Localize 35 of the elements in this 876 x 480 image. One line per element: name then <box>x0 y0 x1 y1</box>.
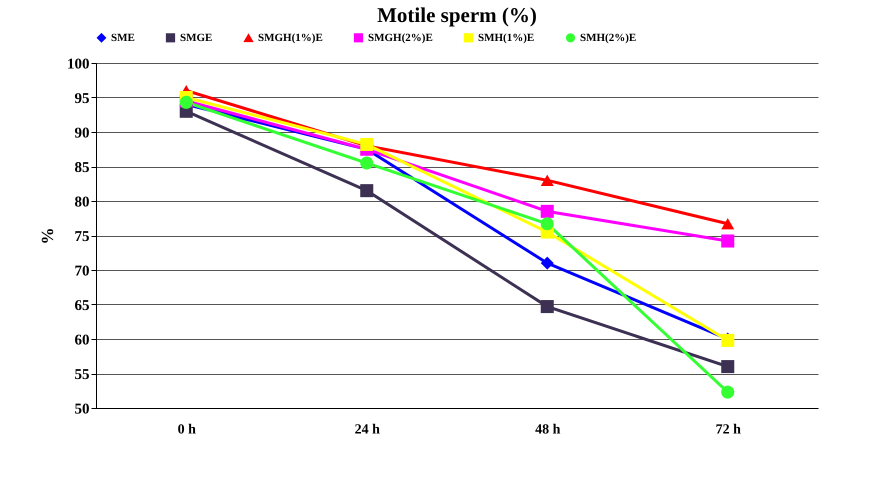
point <box>360 184 374 198</box>
legend-label: SME <box>111 32 135 44</box>
y-tick-label: 85 <box>74 160 90 176</box>
y-tick-label: 75 <box>74 229 90 245</box>
y-tick-label: 55 <box>74 367 90 383</box>
x-tick-label: 72 h <box>716 422 742 438</box>
point <box>540 217 554 230</box>
y-tick-label: 70 <box>74 264 90 280</box>
x-tick-label: 48 h <box>535 422 561 438</box>
point <box>721 234 734 248</box>
y-tick-label: 100 <box>67 56 90 72</box>
point <box>540 256 554 270</box>
chart-title: Motile sperm (%) <box>377 3 537 27</box>
point <box>540 300 554 314</box>
y-tick-label: 95 <box>74 91 90 107</box>
y-tick-label: 80 <box>74 194 90 210</box>
point <box>721 218 734 230</box>
y-tick-label: 90 <box>74 126 90 142</box>
legend-label: SMGH(1%)E <box>258 32 323 44</box>
point <box>540 174 554 186</box>
legend-label: SMH(2%)E <box>580 32 636 44</box>
y-tick-label: 65 <box>74 298 90 314</box>
legend-label: SMH(1%)E <box>478 32 534 44</box>
legend-label: SMGE <box>180 32 212 44</box>
point <box>360 138 374 151</box>
point <box>721 360 734 374</box>
x-tick-label: 24 h <box>354 422 380 438</box>
point <box>721 386 734 399</box>
legend-label: SMGH(2%)E <box>368 32 433 44</box>
point <box>540 204 554 218</box>
y-tick-label: 50 <box>74 402 90 418</box>
point <box>360 156 374 170</box>
x-tick-label: 0 h <box>178 422 196 438</box>
y-tick-label: 60 <box>74 332 90 348</box>
y-axis-title: % <box>38 228 57 244</box>
